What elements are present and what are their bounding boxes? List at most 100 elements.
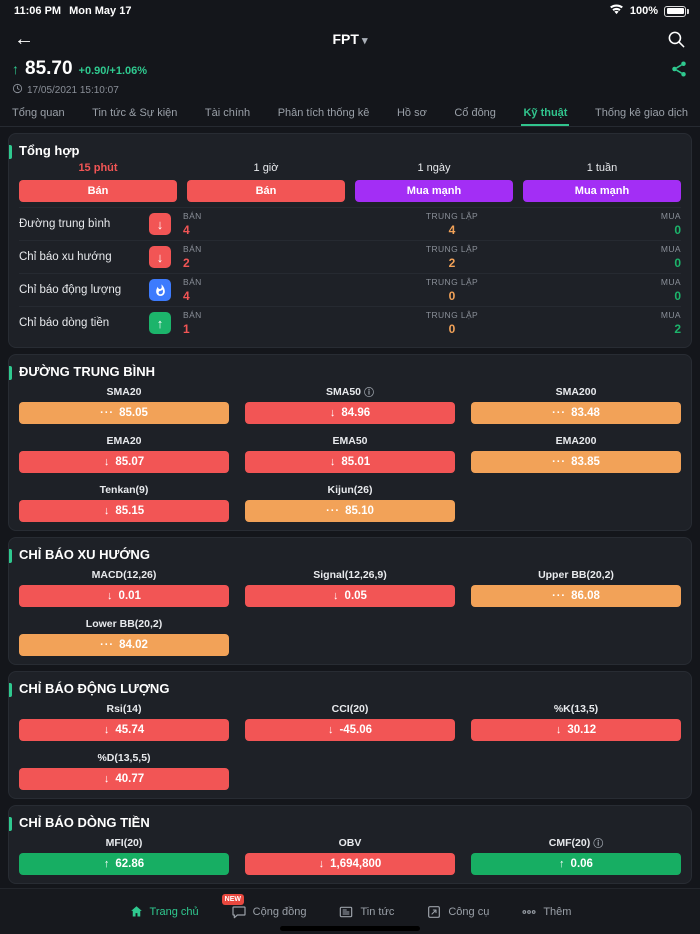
summary-row-momentum: Chỉ báo động lượng BÁN 4 TRUNG LẬP 0 MUA 0 [19,273,681,306]
quote-timestamp: 17/05/2021 15:10:07 [27,84,119,96]
flame-icon [149,279,171,301]
indicator-signal: Signal(12,26,9) ↓ 0.05 [245,568,455,607]
content: Tổng hợp 15 phút 1 giờ 1 ngày 1 tuần Bán… [0,127,700,928]
neutral-count: 0 [448,289,456,303]
tab-co-dong[interactable]: Cổ đông [454,107,496,119]
tab-tong-quan[interactable]: Tổng quan [12,107,65,119]
money-flow-card: CHỈ BÁO DÒNG TIỀN MFI(20) ↑ 62.86 OBV ↓ 1,… [8,805,692,884]
status-time: 11:06 PM [14,5,62,17]
accent-bar [9,366,12,380]
down-arrow-icon: ↓ [103,724,111,736]
timeframe-15m[interactable]: 15 phút [78,162,118,174]
indicator-value: 45.74 [115,724,145,736]
nav-more[interactable]: Thêm [521,904,571,920]
indicator-name: CCI(20) [331,702,369,715]
chat-icon [231,904,247,920]
indicator-pill: ↓ 85.01 [245,451,455,473]
section-title: CHỈ BÁO DÒNG TIỀN [19,815,150,830]
tab-tin-tuc-su-kien[interactable]: Tin tức & Sự kiện [92,107,178,119]
indicator-pill: ··· 85.10 [245,500,455,522]
timeframe-1h[interactable]: 1 giờ [253,162,279,174]
timeframe-1w[interactable]: 1 tuần [586,162,618,174]
indicator-name: %D(13,5,5) [97,751,151,764]
nav-label: Tin tức [360,905,395,918]
nav-community[interactable]: NEW Cộng đồng [221,893,306,920]
tab-ho-so[interactable]: Hồ sơ [396,107,427,119]
down-arrow-icon: ↓ [103,456,111,468]
indicator-pill: ↓ 84.96 [245,402,455,424]
tab-tai-chinh[interactable]: Tài chính [204,107,251,119]
search-button[interactable] [667,30,686,49]
indicator-name: MFI(20) [105,836,143,849]
sell-header: BÁN [183,211,202,221]
down-arrow-icon: ↓ [555,724,563,736]
price-change: +0.90/+1.06% [78,65,148,77]
symbol-selector[interactable]: FPT ▾ [0,31,700,47]
info-icon[interactable]: ⓘ [364,388,374,399]
down-arrow-icon: ↓ [329,407,337,419]
timeframe-row: 15 phút 1 giờ 1 ngày 1 tuần [19,162,681,174]
accent-bar [9,683,12,697]
section-title: CHỈ BÁO ĐỘNG LƯỢNG [19,681,170,696]
indicator-pill: ↓ -45.06 [245,719,455,741]
buy-count: 2 [674,322,681,336]
down-arrow-icon: ↓ [149,213,171,235]
momentum-card: CHỈ BÁO ĐỘNG LƯỢNG Rsi(14) ↓ 45.74 CCI(20… [8,671,692,799]
share-button[interactable] [670,60,688,97]
indicator-cci: CCI(20) ↓ -45.06 [245,702,455,741]
summary-row-money-flow: Chỉ báo dòng tiền ↑ BÁN 1 TRUNG LẬP 0 MUA 2 [19,306,681,339]
caret-down-icon: ▾ [361,35,368,47]
nav-label: Thêm [543,905,572,918]
accent-bar [9,549,12,563]
info-icon[interactable]: ⓘ [593,839,604,850]
down-arrow-icon: ↓ [107,590,114,602]
nav-label: Công cụ [448,905,490,918]
status-bar: 11:06 PM Mon May 17 100% [0,0,700,22]
indicator-value: 62.86 [115,858,145,870]
indicator-sma200: SMA200 ··· 83.48 [471,385,681,424]
buy-count: 0 [674,256,681,270]
indicator-value: 86.08 [571,590,600,602]
indicator-name: SMA200 [555,385,597,398]
nav-label: Trang chủ [149,905,199,918]
tools-icon [426,904,442,920]
indicator-ema200: EMA200 ··· 83.85 [471,434,681,473]
nav-home[interactable]: Trang chủ [129,904,199,919]
timeframe-1d[interactable]: 1 ngày [417,162,451,174]
header: ← FPT ▾ [0,22,700,56]
wifi-icon [609,4,624,18]
indicator-pill: ↓ 0.05 [245,585,455,607]
tab-phan-tich-thong-ke[interactable]: Phân tích thống kê [277,107,370,119]
indicator-name: MACD(12,26) [91,568,157,581]
back-button[interactable]: ← [14,28,34,50]
tab-ky-thuat[interactable]: Kỹ thuật [521,107,570,126]
indicator-pill: ··· 86.08 [471,585,681,607]
indicator-value: 84.02 [119,639,148,651]
down-arrow-icon: ↓ [103,773,111,785]
nav-tools[interactable]: Công cụ [426,904,489,920]
indicator-macd: MACD(12,26) ↓ 0.01 [19,568,229,607]
tab-thong-ke-giao-dich[interactable]: Thống kê giao dịch [594,107,688,119]
price-up-arrow-icon: ↑ [12,61,19,77]
indicator-name: Upper BB(20,2) [538,568,614,581]
dots-icon: ··· [552,407,567,419]
indicator-cmf: CMF(20) ⓘ ↑ 0.06 [471,836,681,875]
indicator-ema20: EMA20 ↓ 85.07 [19,434,229,473]
indicator-pill: ↑ 0.06 [471,853,681,875]
indicator-percent-k: %K(13,5) ↓ 30.12 [471,702,681,741]
indicator-value: 84.96 [341,407,371,419]
indicator-name: OBV [338,836,362,849]
sell-header: BÁN [183,310,202,320]
up-arrow-icon: ↑ [103,858,111,870]
indicator-pill: ↓ 85.15 [19,500,229,522]
clock-icon [12,83,23,97]
nav-news[interactable]: Tin tức [338,904,394,920]
indicator-obv: OBV ↓ 1,694,800 [245,836,455,875]
neutral-header: TRUNG LẬP [425,310,479,320]
home-indicator[interactable] [280,926,420,931]
indicator-value: -45.06 [339,724,373,736]
up-arrow-icon: ↑ [149,312,171,334]
trend-card: CHỈ BÁO XU HƯỚNG MACD(12,26) ↓ 0.01 Signa… [8,537,692,665]
sell-count: 4 [183,289,190,303]
indicator-pill: ↓ 45.74 [19,719,229,741]
